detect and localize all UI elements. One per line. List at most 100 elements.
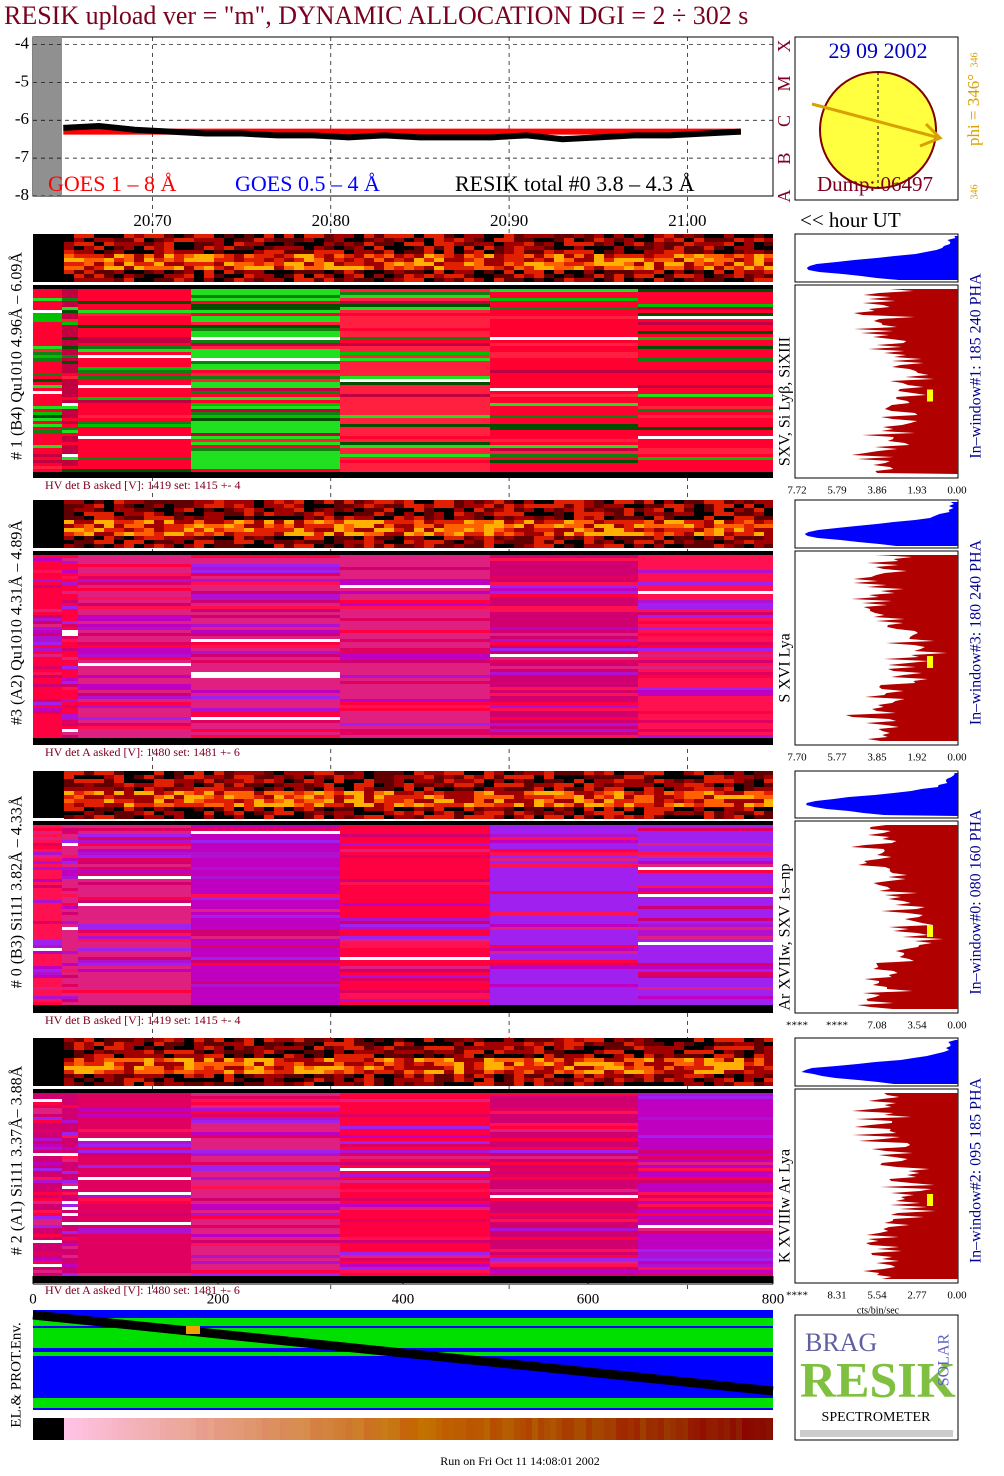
- heat-cell: [564, 1066, 574, 1070]
- heat-cell: [294, 254, 304, 258]
- heat-cell: [764, 775, 773, 779]
- spectrogram-stripe: [33, 1195, 62, 1198]
- heat-cell: [224, 238, 234, 242]
- heat-cell: [614, 1050, 624, 1054]
- heat-cell: [144, 1058, 154, 1062]
- heat-cell: [374, 1038, 384, 1042]
- heat-cell: [674, 258, 684, 262]
- heat-cell: [324, 1046, 334, 1050]
- heat-cell: [104, 799, 114, 803]
- heat-cell: [254, 520, 264, 524]
- heat-cell: [94, 278, 104, 282]
- heat-cell: [544, 799, 554, 803]
- spectrogram-stripe: [78, 708, 191, 711]
- heat-cell: [214, 500, 224, 504]
- heat-cell: [554, 278, 564, 282]
- heat-cell: [284, 274, 294, 278]
- spectrogram-stripe: [62, 1192, 78, 1195]
- spectrogram-stripe: [62, 1264, 78, 1267]
- heat-cell: [614, 274, 624, 278]
- heat-cell: [324, 504, 334, 508]
- heat-cell: [544, 791, 554, 795]
- heat-cell: [294, 1042, 304, 1046]
- heat-cell: [464, 799, 474, 803]
- heat-cell: [274, 508, 284, 512]
- heat-cell: [144, 783, 154, 787]
- heat-cell: [704, 1058, 714, 1062]
- heat-cell: [634, 524, 644, 528]
- spectrogram-stripe: [78, 948, 191, 951]
- heat-cell: [284, 516, 294, 520]
- spectrogram-stripe: [638, 726, 773, 729]
- heat-cell: [274, 771, 284, 775]
- spectrogram-stripe: [340, 373, 490, 376]
- heat-cell: [724, 1070, 734, 1074]
- spectrogram-stripe: [490, 999, 638, 1002]
- heat-cell: [164, 536, 174, 540]
- heat-cell: [294, 1074, 304, 1078]
- spectrogram-stripe: [340, 876, 490, 879]
- heat-cell: [314, 775, 324, 779]
- heat-cell: [694, 815, 704, 819]
- heat-cell: [504, 540, 514, 544]
- heat-cell: [214, 803, 224, 807]
- spectrogram-stripe: [490, 466, 638, 469]
- spectrogram-stripe: [33, 1171, 62, 1174]
- spectrogram-stripe: [490, 894, 638, 897]
- heat-cell: [414, 504, 424, 508]
- spectrogram-stripe: [33, 1120, 62, 1123]
- heat-cell: [744, 524, 754, 528]
- spectrogram-stripe: [78, 588, 191, 591]
- goes-class: M: [774, 75, 794, 91]
- spectrogram-stripe: [78, 942, 191, 945]
- heat-cell: [434, 270, 444, 274]
- spectrogram-stripe: [62, 379, 78, 382]
- heat-cell: [484, 811, 494, 815]
- spectrogram-stripe: [638, 591, 773, 594]
- spectrogram-stripe: [191, 445, 340, 448]
- heat-cell: [714, 520, 724, 524]
- heat-cell: [484, 1054, 494, 1058]
- heat-cell: [164, 1058, 174, 1062]
- heat-cell: [664, 520, 674, 524]
- spectrogram-stripe: [191, 987, 340, 990]
- heat-cell: [114, 1038, 124, 1042]
- heat-cell: [194, 771, 204, 775]
- heat-cell: [114, 536, 124, 540]
- spectrogram-stripe: [191, 588, 340, 591]
- spectrogram-stripe: [33, 397, 62, 400]
- heat-cell: [244, 1078, 254, 1082]
- heat-cell: [664, 536, 674, 540]
- heat-cell: [184, 258, 194, 262]
- heat-cell: [334, 771, 344, 775]
- spectrogram-stripe: [78, 864, 191, 867]
- heat-cell: [234, 258, 244, 262]
- heat-cell: [704, 544, 714, 548]
- heat-cell: [414, 544, 424, 548]
- spectrogram-stripe: [490, 295, 638, 298]
- heat-cell: [514, 520, 524, 524]
- heat-cell: [744, 516, 754, 520]
- spectrogram-stripe: [62, 418, 78, 421]
- heat-cell: [204, 254, 214, 258]
- heat-cell: [234, 1050, 244, 1054]
- heat-cell: [484, 783, 494, 787]
- spectrogram-stripe: [33, 825, 62, 828]
- heat-cell: [354, 791, 364, 795]
- heat-cell: [564, 254, 574, 258]
- heat-cell: [124, 791, 134, 795]
- heat-cell: [314, 807, 324, 811]
- heat-cell: [204, 1042, 214, 1046]
- heat-cell: [94, 1050, 104, 1054]
- heat-cell: [414, 508, 424, 512]
- heat-cell: [104, 807, 114, 811]
- heat-cell: [184, 246, 194, 250]
- heat-cell: [134, 528, 144, 532]
- heat-cell: [434, 1038, 444, 1042]
- heat-cell: [654, 500, 664, 504]
- heat-cell: [574, 799, 584, 803]
- heat-cell: [734, 270, 744, 274]
- heat-cell: [234, 807, 244, 811]
- spectrogram-stripe: [33, 672, 62, 675]
- heat-cell: [484, 508, 494, 512]
